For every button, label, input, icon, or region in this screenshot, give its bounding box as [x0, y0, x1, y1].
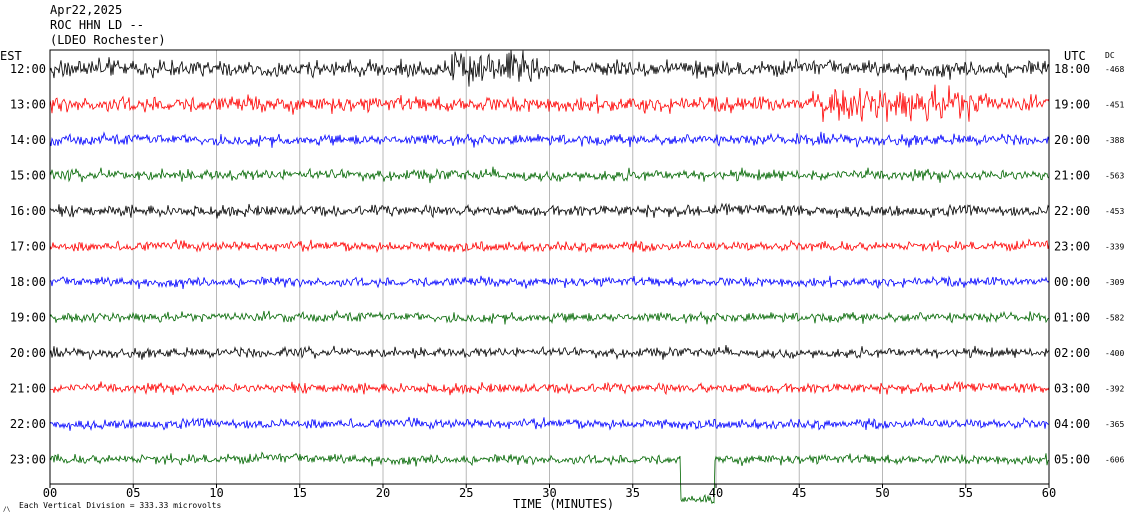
grid	[132, 50, 967, 484]
utc-hour-label: 19:00	[1054, 98, 1090, 112]
est-hour-label: 20:00	[10, 346, 46, 360]
est-hour-label: 12:00	[10, 62, 46, 76]
utc-hour-label: 18:00	[1054, 62, 1090, 76]
trace-line	[49, 380, 1050, 396]
scale-marker-icon: /\	[3, 506, 11, 513]
trace-line	[49, 345, 1050, 360]
dc-offset-label: -563	[1105, 172, 1124, 181]
x-tick-label: 45	[792, 486, 806, 500]
utc-hour-label: 23:00	[1054, 240, 1090, 254]
trace-line	[49, 202, 1050, 219]
utc-hour-label: 01:00	[1054, 311, 1090, 325]
x-tick-label: 50	[875, 486, 889, 500]
dc-offset-label: -468	[1105, 65, 1124, 74]
x-tick-label: 55	[959, 486, 973, 500]
dc-column-label: DC	[1105, 51, 1115, 60]
x-tick-label: 35	[626, 486, 640, 500]
dc-offset-label: -400	[1105, 349, 1124, 358]
trace-line	[49, 451, 1050, 505]
dc-offset-label: -582	[1105, 314, 1124, 323]
est-hour-label: 23:00	[10, 453, 46, 467]
header-date: Apr22,2025	[50, 3, 123, 17]
dc-offset-label: -453	[1105, 207, 1124, 216]
seismic-traces	[49, 49, 1050, 505]
x-ticks: 00 05 10 15 20 25 30 35 40 45 50 55 60	[43, 484, 1056, 500]
est-hour-label: 18:00	[10, 275, 46, 289]
utc-hour-label: 20:00	[1054, 133, 1090, 147]
x-tick-label: 30	[542, 486, 556, 500]
scale-note: Each Vertical Division = 333.33 microvol…	[19, 501, 221, 510]
dc-offset-label: -451	[1105, 101, 1124, 110]
trace-line	[49, 309, 1050, 325]
dc-offset-label: -309	[1105, 278, 1124, 287]
est-hour-label: 19:00	[10, 311, 46, 325]
utc-hour-label: 05:00	[1054, 453, 1090, 467]
est-axis-label: EST	[0, 49, 22, 63]
x-tick-label: 15	[293, 486, 307, 500]
x-axis-title: TIME (MINUTES)	[513, 497, 614, 511]
dc-offset-label: -392	[1105, 385, 1124, 394]
est-hour-label: 21:00	[10, 382, 46, 396]
x-tick-label: 40	[709, 486, 723, 500]
utc-hour-label: 02:00	[1054, 346, 1090, 360]
est-hour-label: 17:00	[10, 240, 46, 254]
est-labels: 12:00 13:00 14:00 15:00 16:00 17:00 18:00 19:00…	[10, 62, 46, 467]
x-tick-label: 20	[376, 486, 390, 500]
est-hour-label: 22:00	[10, 417, 46, 431]
trace-line	[49, 49, 1050, 87]
dc-offset-label: -365	[1105, 420, 1124, 429]
x-tick-label: 60	[1042, 486, 1056, 500]
trace-line	[49, 131, 1050, 148]
trace-line	[49, 166, 1050, 184]
trace-line	[49, 84, 1050, 123]
dc-offset-label: -339	[1105, 243, 1124, 252]
header-location: (LDEO Rochester)	[50, 33, 166, 47]
x-tick-label: 10	[209, 486, 223, 500]
est-hour-label: 13:00	[10, 98, 46, 112]
utc-hour-label: 21:00	[1054, 169, 1090, 183]
est-hour-label: 15:00	[10, 169, 46, 183]
trace-line	[49, 416, 1049, 432]
trace-line	[49, 238, 1050, 254]
x-tick-label: 05	[126, 486, 140, 500]
dc-labels: -468 -451 -388 -563 -453 -339 -309 -582 -400 -392…	[1105, 65, 1124, 465]
utc-hour-label: 04:00	[1054, 417, 1090, 431]
utc-labels: 18:00 19:00 20:00 21:00 22:00 23:00 00:00 01:00…	[1054, 62, 1090, 467]
utc-hour-label: 00:00	[1054, 275, 1090, 289]
utc-hour-label: 22:00	[1054, 204, 1090, 218]
x-tick-label: 00	[43, 486, 57, 500]
utc-hour-label: 03:00	[1054, 382, 1090, 396]
dc-offset-label: -606	[1105, 456, 1124, 465]
header-station: ROC HHN LD --	[50, 18, 144, 32]
est-hour-label: 14:00	[10, 133, 46, 147]
est-hour-label: 16:00	[10, 204, 46, 218]
x-tick-label: 25	[459, 486, 473, 500]
utc-axis-label: UTC	[1064, 49, 1086, 63]
trace-line	[49, 275, 1050, 290]
dc-offset-label: -388	[1105, 136, 1124, 145]
